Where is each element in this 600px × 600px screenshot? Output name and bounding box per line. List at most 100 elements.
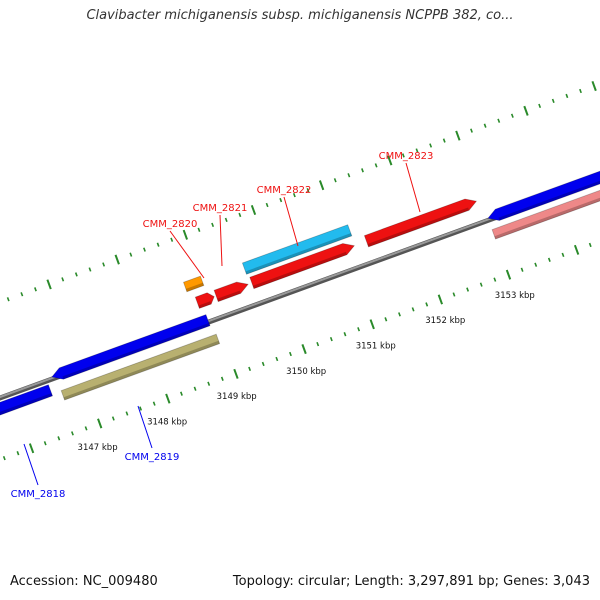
tick-mark-upper <box>88 267 92 272</box>
tick-mark-lower <box>301 344 307 355</box>
tick-mark-lower <box>28 443 35 454</box>
tick-mark-upper <box>361 168 364 173</box>
tick-mark-upper <box>455 130 461 141</box>
tick-mark-lower <box>207 381 211 386</box>
tick-mark-lower <box>193 386 197 391</box>
tick-mark-upper <box>182 229 189 240</box>
gene-blue-right <box>487 170 600 221</box>
tick-mark-upper <box>401 153 405 158</box>
tick-mark-upper <box>156 242 160 247</box>
tick-mark-lower <box>71 431 74 436</box>
gene-cmm-2820-shade <box>198 301 212 309</box>
tick-mark-upper <box>374 163 378 168</box>
tick-mark-upper <box>538 103 542 109</box>
tick-mark-lower <box>152 401 156 406</box>
tick-mark-upper <box>46 279 52 290</box>
gene-label: CMM_2822 <box>257 185 312 196</box>
feature-pink <box>491 189 600 240</box>
tick-mark-upper <box>279 197 283 203</box>
tick-mark-lower <box>43 441 47 446</box>
tick-mark-upper <box>197 227 201 232</box>
tick-mark-upper <box>347 173 351 178</box>
tick-mark-lower <box>165 393 171 404</box>
tick-mark-upper <box>470 128 473 133</box>
tick-mark-upper <box>74 272 78 277</box>
tick-mark-lower <box>384 317 388 322</box>
scale-label: 3147 kbp <box>78 443 118 453</box>
tick-mark-lower <box>520 267 524 272</box>
tick-mark-lower <box>289 351 292 357</box>
gene-label-leader <box>23 443 39 486</box>
tick-mark-upper <box>61 277 65 282</box>
tick-mark-lower <box>139 406 143 411</box>
tick-mark-lower <box>16 451 20 456</box>
feature-orange <box>182 275 205 293</box>
tick-mark-upper <box>333 178 337 183</box>
feature-olive-shade <box>63 340 220 400</box>
gene-cmm-2821 <box>213 281 249 303</box>
feature-pink-shade <box>494 197 600 239</box>
tick-mark-lower <box>534 262 538 267</box>
tick-mark-upper <box>292 192 296 198</box>
tick-mark-upper <box>387 155 393 166</box>
gene-label-leader <box>283 196 299 247</box>
tick-mark-lower <box>2 455 6 461</box>
tick-mark-upper <box>510 113 514 118</box>
tick-mark-lower <box>125 411 129 416</box>
gene-blue-right-shade <box>498 180 600 221</box>
gene-label-leader <box>169 230 205 279</box>
tick-mark-lower <box>180 391 183 396</box>
tick-mark-lower <box>97 418 103 429</box>
tick-mark-upper <box>415 148 419 153</box>
gene-label: CMM_2818 <box>11 489 66 500</box>
tick-mark-upper <box>129 252 133 257</box>
tick-mark-lower <box>561 252 565 258</box>
tick-mark-upper <box>551 98 555 104</box>
tick-mark-upper <box>483 123 487 128</box>
tick-mark-lower <box>425 302 429 307</box>
features <box>0 170 600 416</box>
tick-mark-upper <box>523 105 529 116</box>
tick-mark-lower <box>57 436 61 441</box>
tick-mark-upper <box>170 237 174 242</box>
scale-label: 3148 kbp <box>147 417 187 427</box>
tick-marks <box>2 80 597 461</box>
scale-label: 3152 kbp <box>425 316 465 326</box>
tick-mark-upper <box>306 187 310 193</box>
tick-mark-upper <box>250 204 257 216</box>
tick-mark-lower <box>261 361 265 367</box>
tick-mark-lower <box>233 368 239 379</box>
tick-mark-upper <box>429 143 433 148</box>
tick-mark-upper <box>102 262 106 267</box>
gene-cmm-2822 <box>249 243 356 290</box>
gene-cmm-2818-shade <box>0 393 53 416</box>
tick-mark-lower <box>316 341 320 347</box>
scale-label: 3149 kbp <box>217 392 257 402</box>
tick-mark-upper <box>318 180 325 191</box>
tick-mark-lower <box>573 244 580 255</box>
tick-mark-upper <box>442 138 446 143</box>
tick-mark-lower <box>369 319 375 330</box>
tick-mark-lower <box>329 336 333 342</box>
tick-mark-lower <box>84 426 88 431</box>
tick-mark-upper <box>591 80 597 92</box>
gene-cmm-2820 <box>194 292 215 309</box>
gene-label: CMM_2819 <box>125 452 180 463</box>
accession-label: Accession: NC_009480 <box>10 574 158 589</box>
gene-label-leader <box>137 405 153 449</box>
genome-stats-label: Topology: circular; Length: 3,297,891 bp… <box>232 574 590 589</box>
gene-cmm-2823-shade <box>367 207 470 247</box>
tick-mark-lower <box>111 416 115 421</box>
gene-cmm-2818 <box>0 384 54 416</box>
gene-label-leader <box>405 162 421 213</box>
gene-cmm-2819 <box>51 314 211 380</box>
tick-mark-upper <box>143 247 146 252</box>
tick-mark-lower <box>275 356 279 362</box>
tick-mark-upper <box>497 118 501 123</box>
gene-cmm-2821-shade <box>217 290 241 302</box>
tick-mark-lower <box>493 277 497 282</box>
gene-cmm-2822-shade <box>252 251 347 289</box>
gene-cmm-2823 <box>363 198 478 248</box>
tick-mark-lower <box>547 257 551 262</box>
gene-label: CMM_2823 <box>379 151 434 162</box>
